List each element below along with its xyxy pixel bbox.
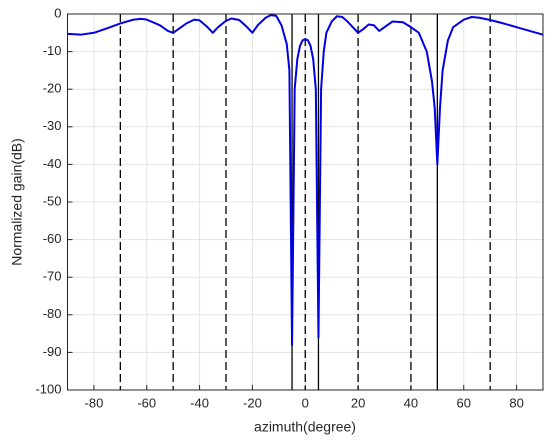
data-line	[67, 14, 544, 346]
x-tick-label: 40	[404, 395, 418, 410]
x-tick-label: 20	[351, 395, 365, 410]
y-tick-label: -40	[43, 156, 62, 171]
x-tick-label: -60	[137, 395, 156, 410]
y-tick-label: -90	[43, 344, 62, 359]
y-axis-label: Normalized gain(dB)	[9, 138, 25, 266]
y-tick-label: -20	[43, 81, 62, 96]
x-axis-label: azimuth(degree)	[254, 419, 356, 435]
y-tick-label: -10	[43, 43, 62, 58]
x-tick-label: -80	[85, 395, 104, 410]
x-tick-label: -40	[190, 395, 209, 410]
y-tick-label: -60	[43, 231, 62, 246]
y-tick-label: -50	[43, 193, 62, 208]
axes-box	[67, 13, 544, 391]
x-tick-label: -20	[243, 395, 262, 410]
y-tick-label: -70	[43, 269, 62, 284]
y-tick-label: 0	[54, 5, 61, 20]
y-tick-label: -80	[43, 306, 62, 321]
y-tick-label: -30	[43, 118, 62, 133]
x-tick-label: 80	[509, 395, 523, 410]
y-tick-label: -100	[35, 381, 61, 396]
x-tick-label: 0	[302, 395, 309, 410]
x-tick-label: 60	[457, 395, 471, 410]
